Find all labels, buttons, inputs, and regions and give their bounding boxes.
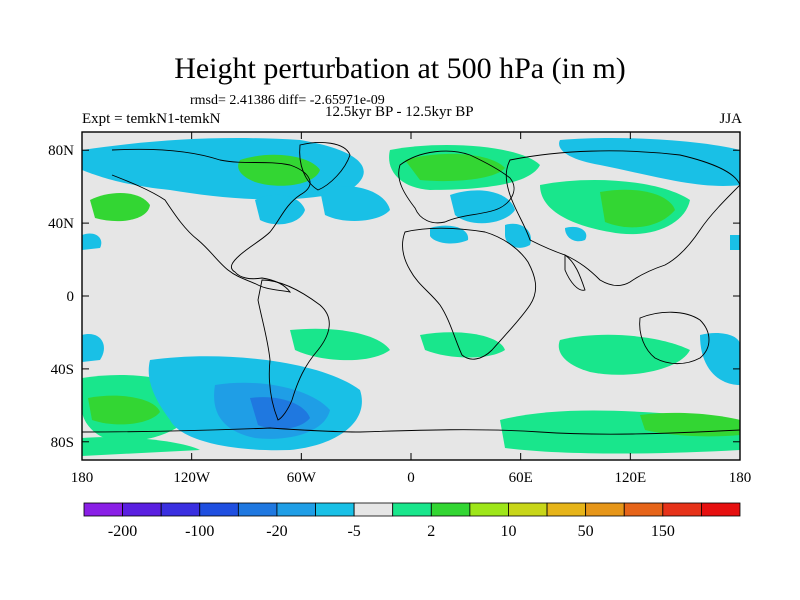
contour-green-asia-core	[600, 189, 675, 228]
contour-cyan-mideast	[505, 223, 531, 248]
lat-label: 40S	[51, 362, 74, 378]
colorbar-swatch	[276, 502, 316, 517]
contour-green-south-indian-core	[640, 412, 740, 437]
colorbar-swatch	[508, 502, 548, 517]
contour-cyan-south-australia	[700, 333, 740, 385]
contour-cyan-atlantic	[255, 194, 305, 225]
coast-asia	[505, 150, 740, 287]
latitude-labels: 80N 40N 0 40S 80S	[48, 143, 74, 451]
contour-green-south-atlantic	[290, 328, 390, 361]
lon-label: 180	[729, 470, 752, 486]
colorbar-label: 2	[427, 523, 435, 540]
contour-fields	[82, 138, 740, 456]
coast-africa	[402, 227, 537, 360]
contour-cyan-atlantic-2	[320, 186, 390, 222]
axis-ticks	[81, 132, 741, 460]
colorbar-swatch	[546, 502, 587, 517]
coast-north-america	[111, 148, 311, 293]
lat-label: 80S	[51, 435, 74, 451]
colorbar-swatch	[315, 502, 355, 517]
coast-australia	[639, 311, 710, 365]
colorbar-swatch	[160, 502, 201, 517]
contour-green-south-pacific	[82, 334, 104, 362]
colorbar-label: -100	[185, 523, 214, 540]
colorbar-swatch	[353, 502, 394, 517]
colorbar-label: -5	[347, 523, 360, 540]
coast-south-america	[257, 279, 330, 421]
lat-label: 0	[67, 289, 75, 305]
colorbar-label: -20	[266, 523, 287, 540]
colorbar-swatch	[83, 502, 123, 517]
lon-label: 60W	[287, 470, 317, 486]
lon-label: 120W	[173, 470, 211, 486]
period-label: 12.5kyr BP - 12.5kyr BP	[325, 104, 474, 120]
contour-cyan-pacific-east	[730, 235, 740, 250]
colorbar-label: -200	[108, 523, 137, 540]
coast-india	[564, 254, 586, 291]
colorbar-swatch	[662, 502, 702, 517]
lon-label: 180	[71, 470, 94, 486]
lat-label: 40N	[48, 216, 74, 232]
coast-antarctica	[82, 427, 740, 435]
colorbar-swatch	[623, 502, 664, 517]
contour-cyan-pacific-west	[82, 233, 102, 250]
contour-cyan-east-asia	[565, 226, 587, 242]
map-title: Height perturbation at 500 hPa (in m)	[174, 52, 626, 85]
colorbar-swatch	[701, 502, 741, 517]
contour-green-south-pacific-core	[88, 395, 160, 425]
lon-label: 0	[407, 470, 415, 486]
lon-label: 120E	[614, 470, 646, 486]
colorbar-labels: -200 -100 -20 -5 2 10 50 150	[108, 523, 675, 540]
colorbar-swatch	[585, 502, 625, 517]
contour-blue-south-core	[250, 397, 310, 430]
colorbar-swatch	[469, 502, 509, 517]
coast-europe	[398, 150, 515, 224]
coastlines	[82, 142, 740, 435]
season-label: JJA	[719, 111, 742, 127]
contour-green-europe-core	[405, 153, 505, 182]
coast-greenland	[299, 142, 351, 191]
lat-label: 80N	[48, 143, 74, 159]
contour-cyan-europe	[450, 190, 515, 224]
contour-green-south-africa	[420, 332, 505, 358]
colorbar-swatch	[392, 502, 432, 517]
colorbar	[83, 502, 741, 517]
contour-cyan-africa-north	[430, 225, 469, 244]
colorbar-swatch	[199, 502, 239, 517]
longitude-labels: 180 120W 60W 0 60E 120E 180	[71, 470, 752, 486]
colorbar-label: 50	[578, 523, 594, 540]
contour-green-south-west	[82, 437, 200, 456]
colorbar-swatch	[122, 502, 162, 517]
contour-green-pacific-north	[90, 193, 150, 222]
lon-label: 60E	[509, 470, 533, 486]
rmsd-stats: rmsd= 2.41386 diff= -2.65971e-09	[190, 93, 385, 108]
colorbar-swatch	[237, 502, 278, 517]
colorbar-swatch	[430, 502, 471, 517]
colorbar-label: 10	[500, 523, 516, 540]
contour-green-indian-ocean	[558, 334, 690, 375]
colorbar-label: 150	[651, 523, 675, 540]
experiment-label: Expt = temkN1-temkN	[82, 111, 221, 127]
contour-cyan-arctic-east	[559, 138, 740, 186]
